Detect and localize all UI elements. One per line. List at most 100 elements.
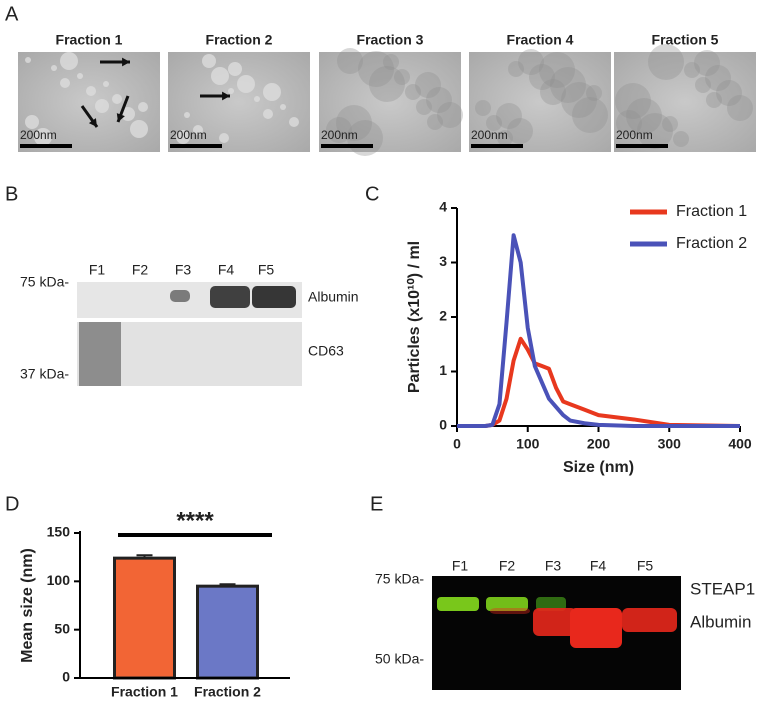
texture	[427, 114, 443, 130]
error-bar	[219, 583, 236, 587]
image-title: Fraction 5	[652, 32, 719, 48]
scale-label: 200nm	[321, 128, 358, 142]
texture	[86, 86, 96, 96]
texture	[121, 107, 135, 121]
scale-bar	[616, 144, 668, 148]
band	[570, 608, 622, 648]
texture	[369, 66, 405, 102]
series-line	[457, 336, 741, 428]
x-tick-label: Fraction 1	[111, 684, 178, 700]
lane-label: F4	[590, 558, 607, 574]
arrow-head	[116, 113, 125, 122]
texture	[130, 120, 148, 138]
texture	[337, 48, 363, 74]
bar	[196, 584, 259, 680]
micrograph	[469, 52, 611, 152]
texture	[336, 105, 372, 141]
y-tick-label: 0	[439, 417, 447, 433]
texture	[358, 51, 394, 87]
scale-bar	[471, 144, 523, 148]
lane-label: F2	[499, 558, 516, 574]
protein-label: Albumin	[308, 289, 359, 305]
texture	[684, 62, 700, 78]
texture	[475, 100, 491, 116]
texture	[176, 130, 190, 144]
x-tick-label: Fraction 2	[194, 684, 261, 700]
arrow-head	[222, 91, 230, 101]
texture	[202, 54, 216, 68]
texture	[550, 67, 586, 103]
texture	[437, 102, 463, 128]
arrow-head	[122, 57, 130, 67]
scale-bar	[20, 144, 72, 148]
texture	[289, 117, 299, 127]
protein-label: STEAP1	[690, 579, 755, 598]
bar	[113, 556, 176, 680]
texture	[695, 77, 711, 93]
scale-bar	[170, 144, 222, 148]
texture	[572, 97, 608, 133]
y-tick-label: 50	[54, 620, 70, 636]
texture	[25, 115, 39, 129]
axes	[79, 531, 290, 679]
texture	[615, 83, 651, 119]
error-bar	[136, 554, 153, 559]
x-tick-label: 200	[587, 436, 611, 452]
texture	[716, 80, 742, 106]
x-tick-label: 300	[658, 436, 682, 452]
texture	[77, 73, 83, 79]
texture	[263, 83, 281, 101]
y-tick-label: 3	[439, 253, 447, 269]
scale-label: 200nm	[170, 128, 207, 142]
texture	[112, 94, 122, 104]
texture	[383, 54, 399, 70]
texture	[228, 62, 242, 76]
texture	[34, 128, 52, 146]
texture	[626, 98, 662, 134]
lane-label: F5	[637, 558, 654, 574]
texture	[263, 109, 273, 119]
y-tick-label: 4	[439, 199, 447, 215]
texture	[497, 130, 513, 146]
texture	[193, 125, 203, 135]
protein-label: Albumin	[690, 612, 751, 631]
band	[170, 290, 190, 302]
band	[437, 597, 479, 611]
panel-label: B	[5, 183, 18, 205]
texture	[561, 82, 597, 118]
lane-label: F1	[89, 262, 106, 278]
lane-label: F4	[218, 262, 235, 278]
legend-label: Fraction 2	[676, 235, 747, 252]
texture	[60, 78, 70, 88]
band	[210, 286, 250, 308]
micrograph	[614, 52, 756, 152]
image-title: Fraction 1	[56, 32, 123, 48]
y-tick-label: 150	[47, 524, 71, 540]
texture	[507, 118, 533, 144]
texture	[95, 99, 109, 113]
smear	[79, 322, 121, 386]
band	[533, 608, 577, 636]
x-axis-label: Size (nm)	[563, 459, 634, 476]
band	[536, 597, 566, 611]
significance-label: ****	[176, 507, 214, 534]
marker-label: 37 kDa-	[20, 366, 69, 382]
texture	[326, 117, 352, 143]
panel-label: C	[365, 183, 379, 205]
micrograph	[319, 52, 461, 152]
texture	[280, 104, 286, 110]
arrow-head	[88, 118, 97, 127]
texture	[51, 65, 57, 71]
texture	[706, 92, 722, 108]
texture	[237, 75, 255, 93]
texture	[662, 116, 678, 132]
texture	[616, 110, 642, 136]
texture	[219, 133, 229, 143]
protein-label: CD63	[308, 343, 344, 359]
panel-label: E	[370, 493, 383, 515]
y-tick-label: 100	[47, 572, 71, 588]
texture	[415, 72, 441, 98]
texture	[394, 69, 410, 85]
lane-label: F2	[132, 262, 149, 278]
